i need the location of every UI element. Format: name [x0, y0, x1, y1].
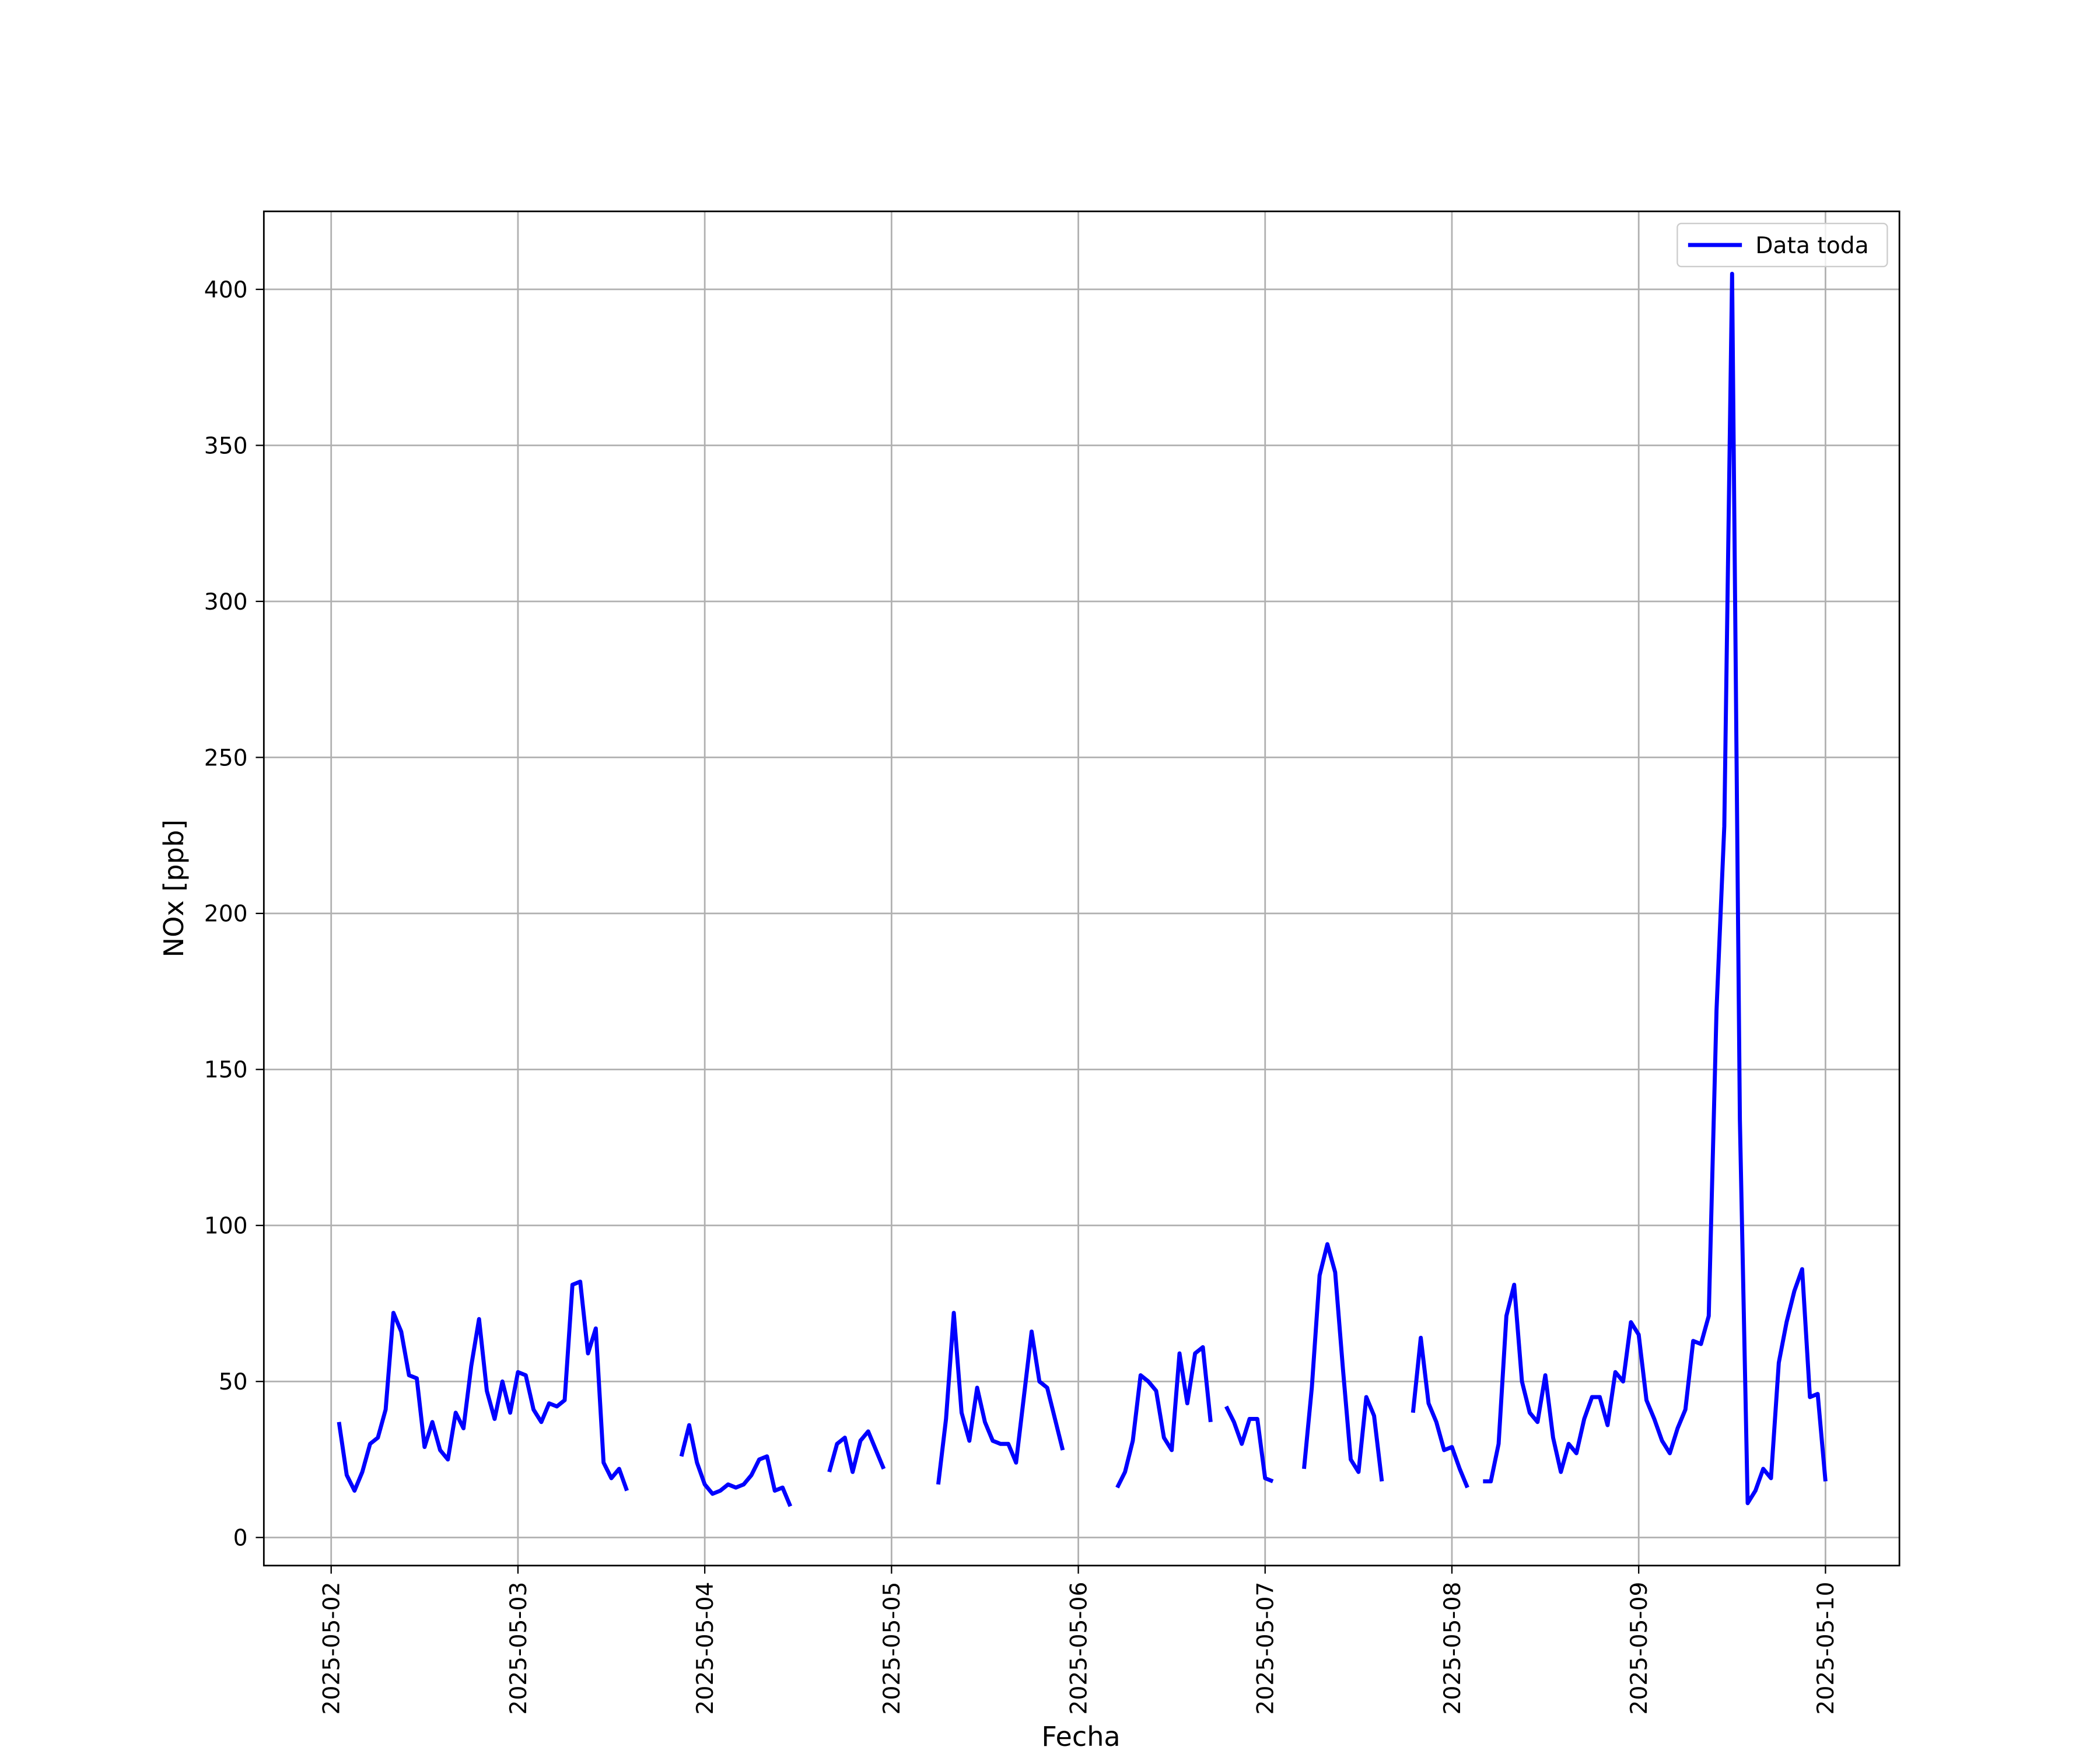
x-tick-label: 2025-05-07 [1253, 1582, 1279, 1715]
x-tick-label: 2025-05-03 [506, 1582, 532, 1715]
x-tick-label: 2025-05-02 [319, 1582, 345, 1715]
y-tick-label: 0 [233, 1525, 248, 1552]
x-tick-label: 2025-05-04 [692, 1582, 719, 1715]
axes-frame [262, 210, 1901, 1567]
y-tick-label: 250 [204, 745, 248, 771]
axes: 0 50 100 150 200 250 300 350 400 2025-05-02 2025-0… [204, 277, 1839, 1715]
y-tick-label: 150 [204, 1057, 248, 1083]
grid [264, 211, 1900, 1566]
y-tick-label: 50 [219, 1369, 248, 1395]
y-tick-label: 350 [204, 433, 248, 459]
plot-area [337, 271, 1828, 1507]
data-line [337, 271, 1828, 1507]
legend: Data toda [1676, 222, 1888, 268]
x-tick-label: 2025-05-10 [1813, 1582, 1839, 1715]
y-tick-label: 100 [204, 1213, 248, 1240]
legend-label: Data toda [1755, 233, 1868, 259]
x-tick-label: 2025-05-09 [1626, 1582, 1653, 1715]
x-tick-label: 2025-05-08 [1440, 1582, 1466, 1715]
y-axis-label: NOx [ppb] [158, 820, 190, 958]
y-tick-label: 400 [204, 277, 248, 303]
y-tick-label: 300 [204, 589, 248, 615]
x-axis-label: Fecha [1041, 1721, 1120, 1750]
x-tick-label: 2025-05-06 [1066, 1582, 1092, 1715]
legend-box [1676, 222, 1888, 268]
x-tick-label: 2025-05-05 [879, 1582, 905, 1715]
y-tick-label: 200 [204, 901, 248, 928]
